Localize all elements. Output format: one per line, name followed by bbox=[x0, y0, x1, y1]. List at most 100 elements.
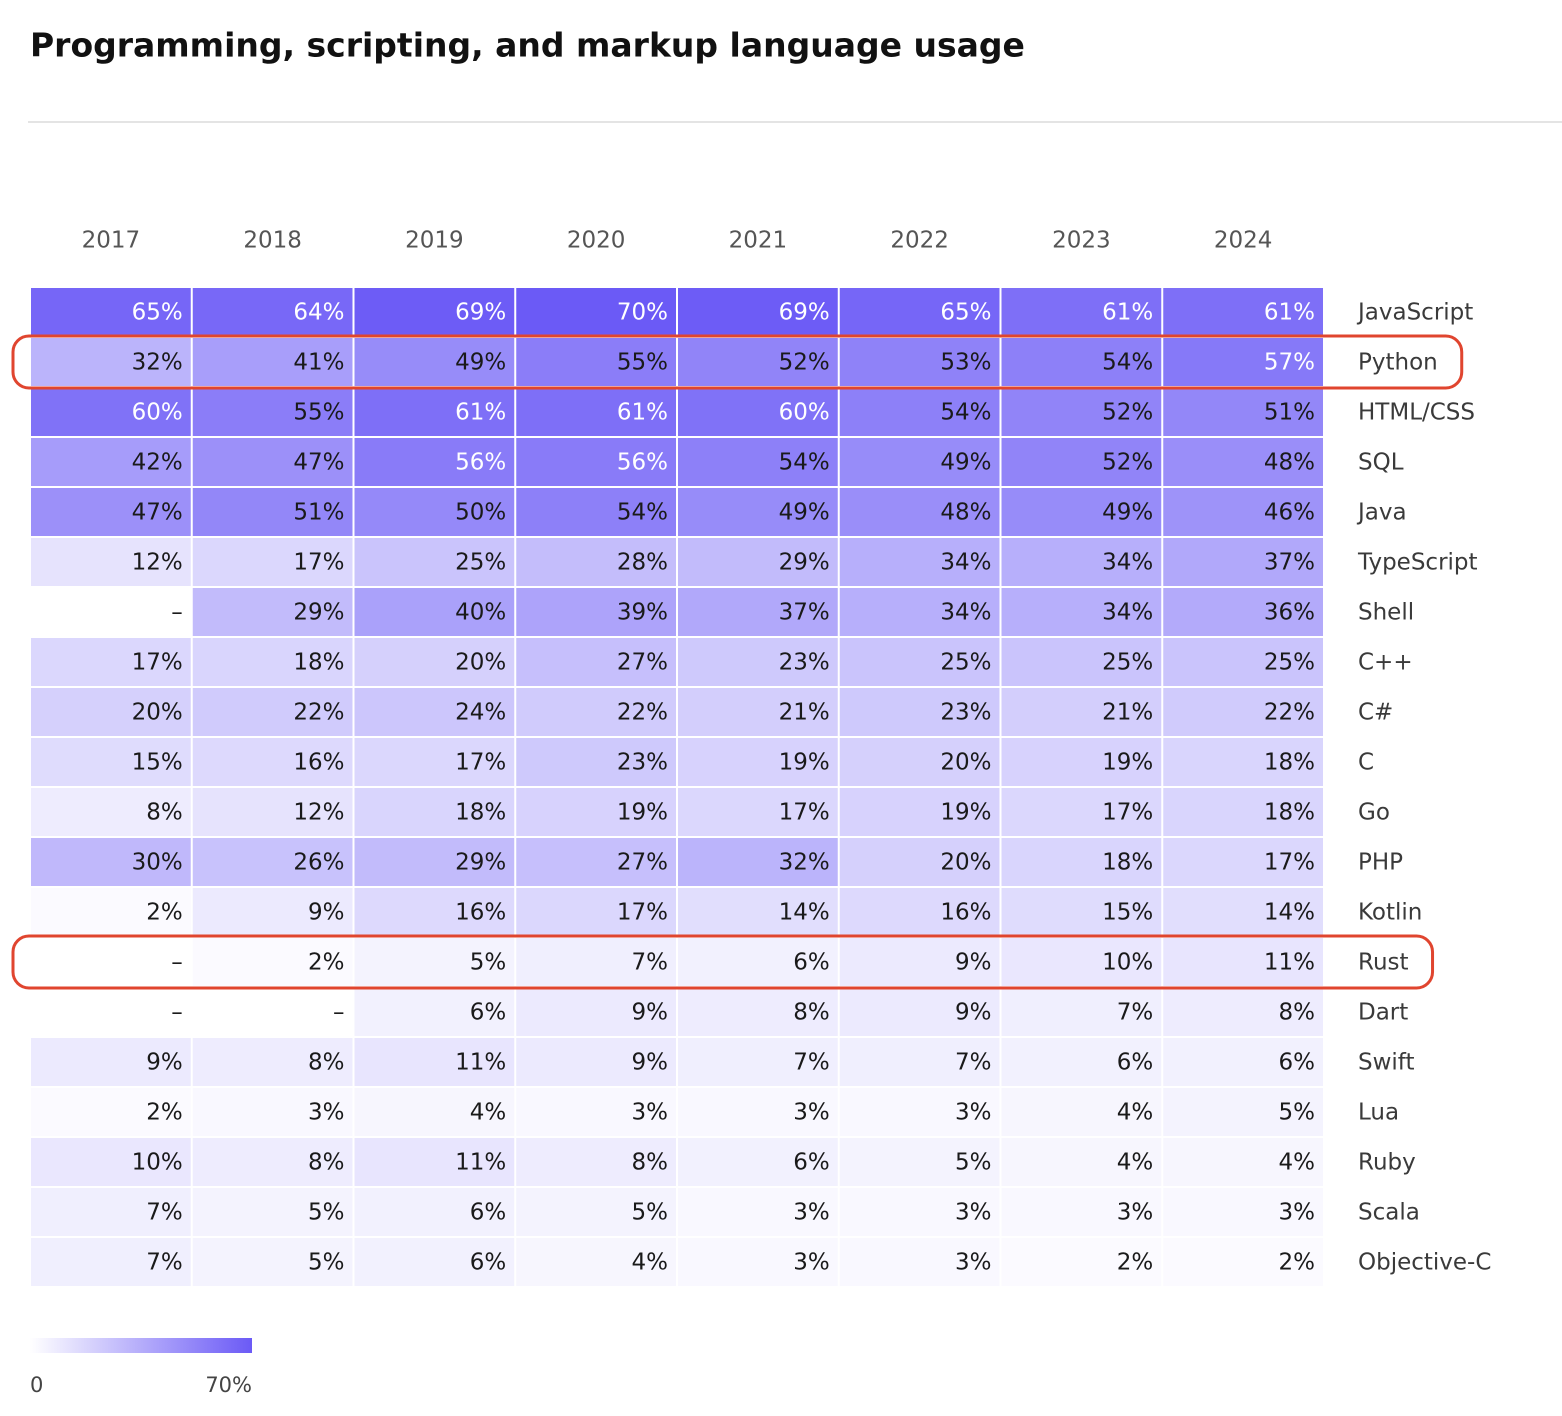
heatmap-cell bbox=[839, 388, 1000, 436]
cell-label: 3% bbox=[308, 1100, 345, 1126]
cell-label: 48% bbox=[940, 500, 991, 526]
heatmap-cell bbox=[678, 938, 838, 986]
cell-label: 8% bbox=[793, 1000, 830, 1026]
heatmap-cell bbox=[839, 338, 1000, 386]
cell-label: 32% bbox=[132, 350, 183, 376]
cell-label: 11% bbox=[455, 1050, 506, 1076]
cell-label: 6% bbox=[793, 950, 830, 976]
heatmap-cell bbox=[839, 988, 1000, 1036]
cell-label: 56% bbox=[617, 450, 668, 476]
heatmap-cell bbox=[516, 538, 676, 586]
cell-label: 29% bbox=[293, 600, 344, 626]
cell-label: 52% bbox=[1102, 400, 1153, 426]
heatmap-cell bbox=[516, 588, 676, 636]
legend-tick-label: 0 bbox=[30, 1373, 43, 1397]
y-tick-label: C# bbox=[1358, 700, 1393, 726]
cell-label: 69% bbox=[455, 300, 506, 326]
heatmap-cell bbox=[1163, 638, 1323, 686]
cell-label: 34% bbox=[1102, 600, 1153, 626]
cell-label: 54% bbox=[940, 400, 991, 426]
heatmap-cell bbox=[839, 288, 1000, 336]
cell-label: 60% bbox=[779, 400, 830, 426]
cell-label: 8% bbox=[308, 1150, 345, 1176]
heatmap-cell bbox=[192, 1138, 353, 1186]
heatmap-cell bbox=[516, 938, 676, 986]
cell-label: 25% bbox=[1264, 650, 1315, 676]
cell-label: 18% bbox=[455, 800, 506, 826]
cell-label: 34% bbox=[940, 550, 991, 576]
cell-label: – bbox=[171, 950, 183, 976]
cell-label: 14% bbox=[1264, 900, 1315, 926]
heatmap-cell bbox=[839, 1188, 1000, 1236]
x-tick-label: 2019 bbox=[405, 228, 464, 254]
y-tick-label: Kotlin bbox=[1358, 900, 1422, 926]
cell-label: 34% bbox=[1102, 550, 1153, 576]
heatmap-cell bbox=[192, 938, 353, 986]
cell-label: 23% bbox=[779, 650, 830, 676]
cell-label: 18% bbox=[1102, 850, 1153, 876]
cell-label: 3% bbox=[1117, 1200, 1154, 1226]
cell-label: 17% bbox=[293, 550, 344, 576]
heatmap-cell bbox=[1163, 488, 1323, 536]
cell-label: 17% bbox=[132, 650, 183, 676]
cell-label: 17% bbox=[1102, 800, 1153, 826]
cell-label: 6% bbox=[470, 1250, 507, 1276]
y-tick-label: HTML/CSS bbox=[1358, 400, 1475, 426]
cell-label: 6% bbox=[470, 1200, 507, 1226]
heatmap-cell bbox=[192, 788, 353, 836]
cell-label: 19% bbox=[779, 750, 830, 776]
cell-label: 7% bbox=[793, 1050, 830, 1076]
cell-label: 8% bbox=[308, 1050, 345, 1076]
x-tick-label: 2021 bbox=[729, 228, 788, 254]
heatmap-cell bbox=[354, 388, 515, 436]
cell-label: 49% bbox=[1102, 500, 1153, 526]
cell-label: 2% bbox=[146, 1100, 183, 1126]
heatmap-cell bbox=[678, 738, 838, 786]
cell-label: 3% bbox=[793, 1100, 830, 1126]
cell-label: 4% bbox=[1117, 1150, 1154, 1176]
cell-label: 3% bbox=[955, 1100, 992, 1126]
heatmap-cell bbox=[516, 1088, 676, 1136]
cell-label: 17% bbox=[617, 900, 668, 926]
cell-label: 49% bbox=[940, 450, 991, 476]
cell-label: 48% bbox=[1264, 450, 1315, 476]
y-tick-label: JavaScript bbox=[1356, 300, 1473, 326]
cell-label: 10% bbox=[132, 1150, 183, 1176]
cell-label: 16% bbox=[455, 900, 506, 926]
heatmap-cell bbox=[192, 838, 353, 886]
heatmap-cell bbox=[31, 838, 191, 886]
heatmap-cell bbox=[1163, 288, 1323, 336]
cell-label: 3% bbox=[955, 1250, 992, 1276]
cell-label: 61% bbox=[617, 400, 668, 426]
heatmap-cell bbox=[1001, 638, 1162, 686]
heatmap-cell bbox=[678, 488, 838, 536]
heatmap-cell bbox=[678, 1088, 838, 1136]
heatmap-cell bbox=[839, 938, 1000, 986]
heatmap-cell bbox=[678, 438, 838, 486]
heatmap-cell bbox=[354, 738, 515, 786]
cell-label: 2% bbox=[1279, 1250, 1316, 1276]
cell-label: 5% bbox=[1279, 1100, 1316, 1126]
cell-label: 16% bbox=[293, 750, 344, 776]
heatmap-cell bbox=[839, 888, 1000, 936]
cell-label: 60% bbox=[132, 400, 183, 426]
heatmap-cell bbox=[1163, 688, 1323, 736]
heatmap-cell bbox=[516, 738, 676, 786]
heatmap-cell bbox=[678, 288, 838, 336]
y-tick-label: Objective-C bbox=[1358, 1250, 1491, 1276]
cell-label: 15% bbox=[1102, 900, 1153, 926]
cell-label: 53% bbox=[940, 350, 991, 376]
heatmap-cell bbox=[678, 338, 838, 386]
cell-label: 22% bbox=[293, 700, 344, 726]
heatmap-cell bbox=[516, 688, 676, 736]
heatmap-cell bbox=[1163, 1238, 1323, 1286]
heatmap-cell bbox=[678, 638, 838, 686]
cell-label: 22% bbox=[1264, 700, 1315, 726]
cell-label: 51% bbox=[293, 500, 344, 526]
cell-label: 9% bbox=[146, 1050, 183, 1076]
heatmap-cell bbox=[1001, 738, 1162, 786]
x-tick-label: 2022 bbox=[890, 228, 949, 254]
cell-label: 3% bbox=[1279, 1200, 1316, 1226]
heatmap-cell bbox=[31, 738, 191, 786]
heatmap-cell bbox=[839, 788, 1000, 836]
